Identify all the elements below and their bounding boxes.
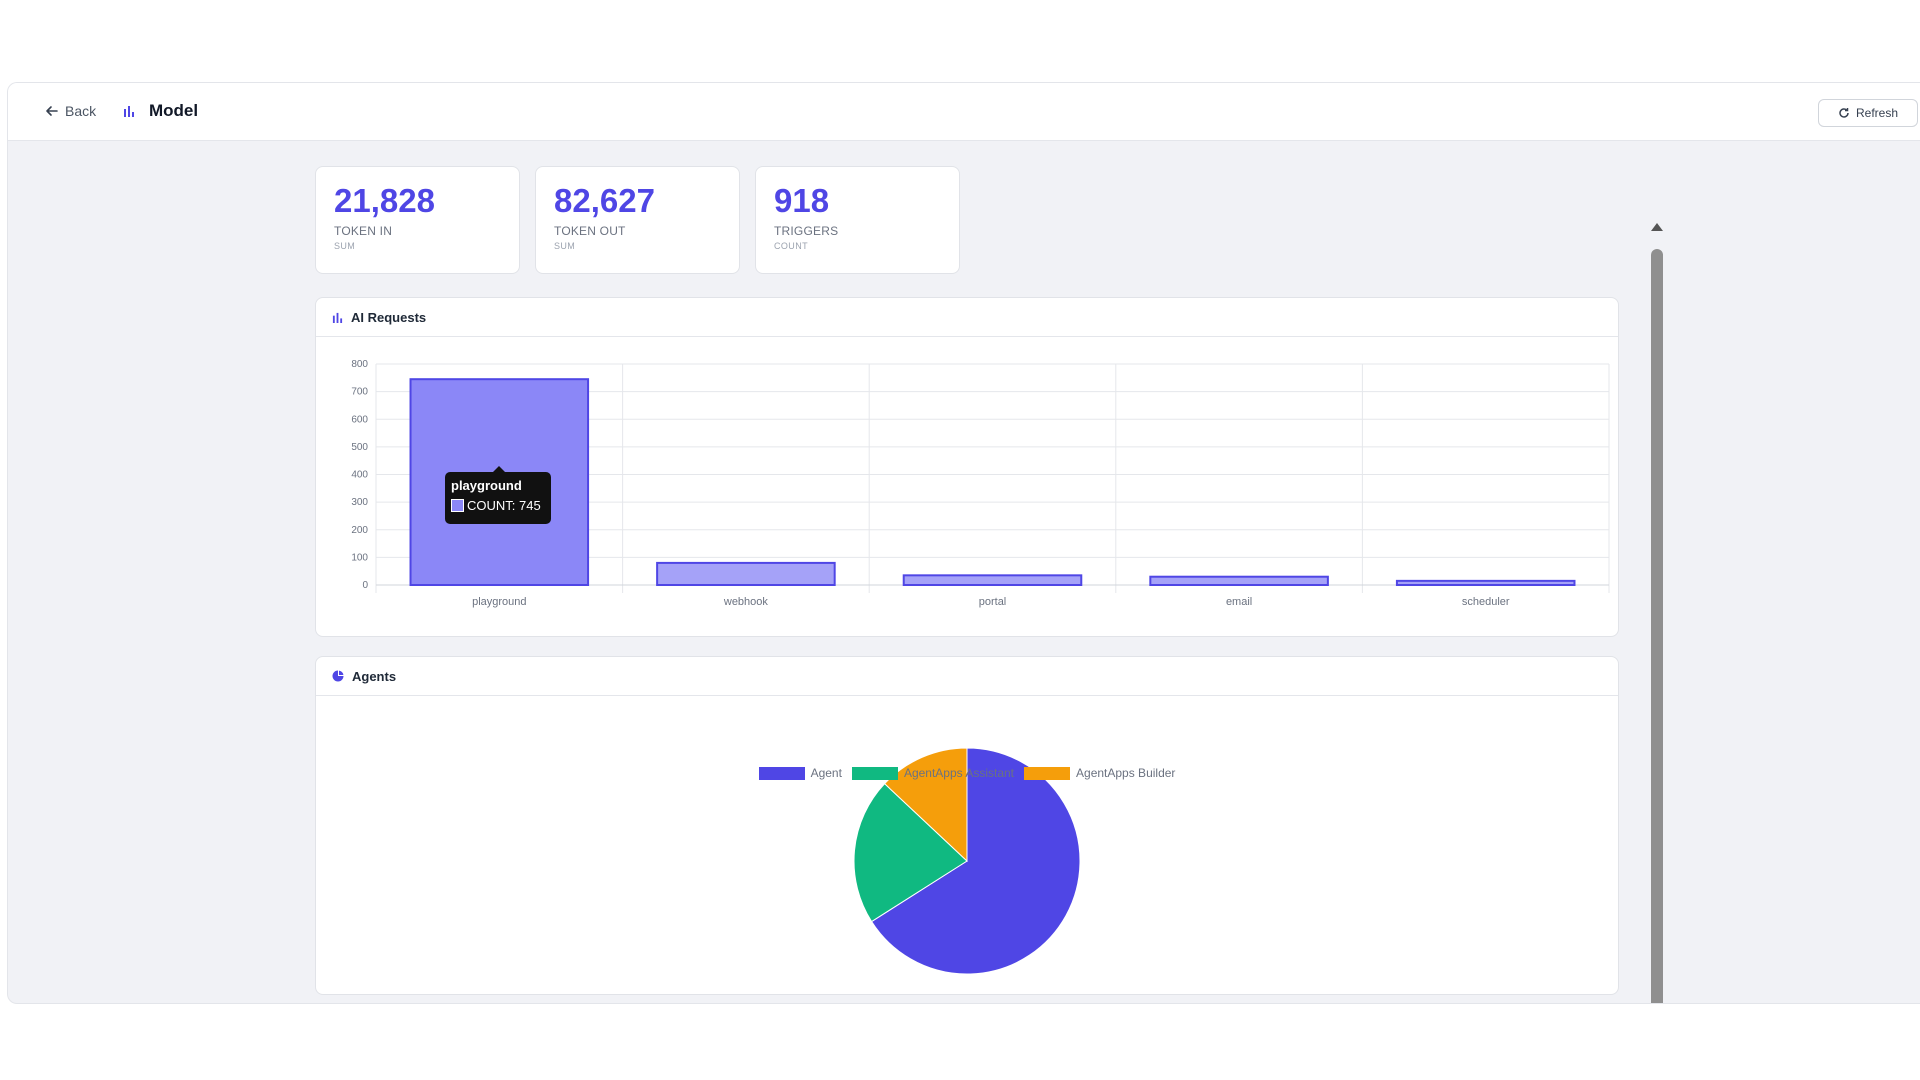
- pie-chart-icon: [332, 670, 344, 682]
- legend-label: AgentApps Builder: [1076, 766, 1176, 780]
- y-tick-label: 200: [351, 525, 368, 536]
- back-label: Back: [65, 103, 97, 119]
- tooltip-title: playground: [451, 478, 522, 493]
- x-tick-label: email: [1226, 596, 1252, 608]
- bar-email[interactable]: [1149, 575, 1329, 586]
- pie-slice-agentapps-assistant[interactable]: [853, 782, 968, 923]
- stat-sub: COUNT: [774, 241, 808, 251]
- app-window: Back Model Refresh 21,828 TOKEN IN SUM 8…: [7, 82, 1920, 1004]
- tooltip-value: COUNT: 745: [467, 498, 541, 513]
- panel-title: AI Requests: [351, 309, 427, 325]
- pie-slice-agentapps-builder[interactable]: [883, 747, 968, 863]
- y-tick-label: 700: [351, 387, 368, 398]
- x-tick-label: scheduler: [1462, 596, 1510, 608]
- y-tick-label: 600: [351, 414, 368, 425]
- stat-card-triggers: 918 TRIGGERS COUNT: [755, 166, 960, 274]
- bar-chart-icon: [124, 106, 134, 117]
- stat-value: 21,828: [334, 182, 435, 219]
- y-tick-label: 0: [362, 580, 368, 591]
- top-bar: Back Model Refresh: [8, 83, 1920, 141]
- legend-item-agent[interactable]: Agent: [758, 766, 842, 780]
- refresh-label: Refresh: [1855, 106, 1899, 120]
- legend-label: AgentApps Assistant: [903, 766, 1015, 780]
- page-title: Model: [149, 101, 199, 120]
- y-tick-label: 400: [351, 470, 368, 481]
- panel-title: Agents: [352, 668, 397, 684]
- legend-item-agentapps-builder[interactable]: AgentApps Builder: [1024, 766, 1175, 780]
- panel-header: AI Requests: [316, 298, 1618, 337]
- pie-chart: [853, 747, 1081, 975]
- legend-item-agentapps-assistant[interactable]: AgentApps Assistant: [851, 766, 1015, 780]
- y-tick-label: 100: [351, 552, 368, 563]
- arrow-left-icon: [46, 106, 58, 116]
- stat-value: 918: [774, 182, 830, 219]
- stat-label: TRIGGERS: [774, 224, 839, 238]
- y-tick-label: 800: [351, 359, 368, 370]
- refresh-button[interactable]: Refresh: [1818, 99, 1918, 127]
- panel-header: Agents: [316, 657, 1618, 696]
- agents-panel: Agents Agent AgentApps Assistant AgentAp…: [315, 656, 1619, 995]
- pie-chart-area: Agent AgentApps Assistant AgentApps Buil…: [316, 696, 1618, 994]
- bar-chart: 0 100 200 300 400 500 600 700 800 playground webho…: [351, 359, 1610, 608]
- refresh-icon: [1839, 108, 1849, 118]
- bar-webhook[interactable]: [656, 561, 836, 586]
- x-tick-label: playground: [472, 596, 526, 608]
- bar-tooltip: playground COUNT: 745: [445, 466, 551, 524]
- legend-swatch: [851, 766, 898, 780]
- stat-value: 82,627: [554, 182, 655, 219]
- bar-chart-area: 0 100 200 300 400 500 600 700 800 playground webho…: [316, 337, 1618, 636]
- legend-swatch: [758, 766, 805, 780]
- stat-sub: SUM: [334, 241, 356, 251]
- bar-chart-icon: [332, 312, 343, 323]
- tooltip-swatch: [451, 499, 464, 512]
- bar-scheduler[interactable]: [1395, 579, 1576, 586]
- x-tick-label: webhook: [723, 596, 769, 608]
- legend-label: Agent: [810, 766, 842, 780]
- ai-requests-panel: AI Requests 0 100 200 300 400 500 600 700 800 pla…: [315, 297, 1619, 637]
- back-button[interactable]: Back: [45, 103, 96, 119]
- bar-portal[interactable]: [902, 574, 1083, 587]
- pie-legend: Agent AgentApps Assistant AgentApps Buil…: [316, 766, 1618, 780]
- stat-label: TOKEN IN: [334, 224, 393, 238]
- stat-sub: SUM: [554, 241, 576, 251]
- stat-card-token-in: 21,828 TOKEN IN SUM: [315, 166, 520, 274]
- stat-card-token-out: 82,627 TOKEN OUT SUM: [535, 166, 740, 274]
- scroll-up-arrow-icon[interactable]: [1651, 223, 1663, 231]
- page-heading: Model: [123, 101, 198, 121]
- x-tick-label: portal: [979, 596, 1007, 608]
- stat-label: TOKEN OUT: [554, 224, 626, 238]
- y-tick-label: 300: [351, 497, 368, 508]
- vertical-scrollbar[interactable]: [1648, 223, 1666, 1003]
- scroll-thumb[interactable]: [1651, 249, 1663, 1003]
- legend-swatch: [1024, 766, 1071, 780]
- y-tick-label: 500: [351, 442, 368, 453]
- tooltip-row: COUNT: 745: [451, 498, 545, 513]
